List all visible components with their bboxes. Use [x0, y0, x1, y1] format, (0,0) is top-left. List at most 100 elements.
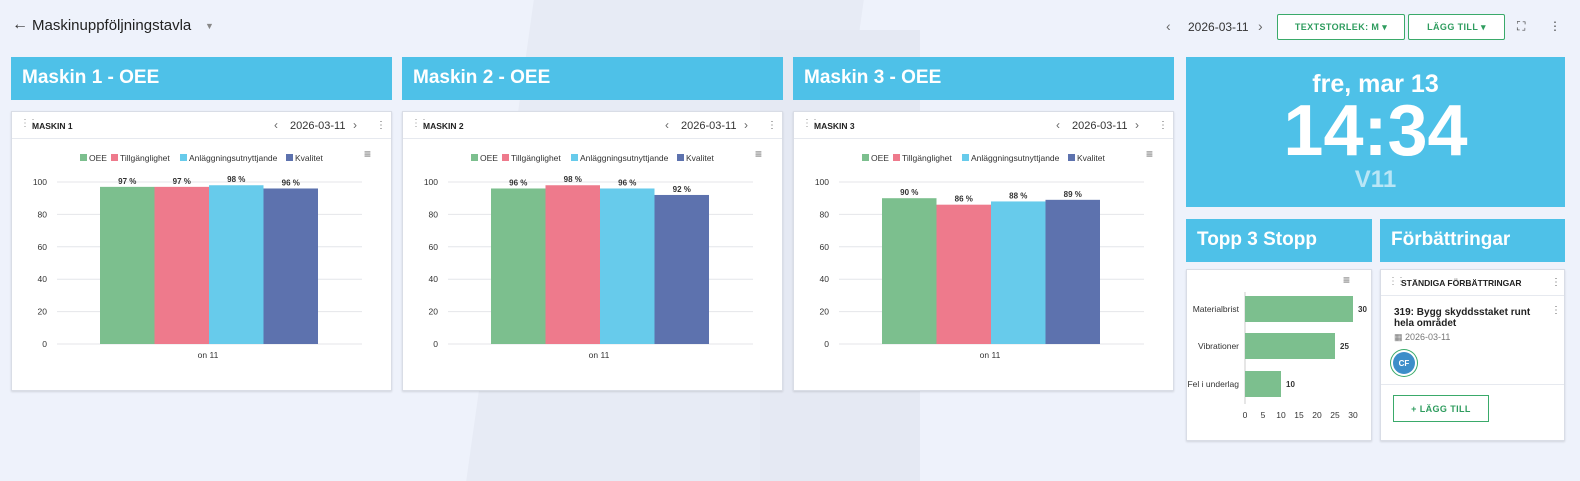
- bar-value-label: 96 %: [618, 178, 636, 187]
- drag-handle-icon[interactable]: ⋮⋮: [20, 118, 38, 129]
- legend-swatch: [502, 154, 509, 161]
- y-tick-label: 20: [820, 307, 830, 317]
- bar-value-label: 90 %: [900, 188, 918, 197]
- x-tick-label: 20: [1312, 410, 1322, 420]
- calendar-icon: ▦: [1394, 332, 1403, 342]
- legend-swatch: [893, 154, 900, 161]
- improvement-item-date: ▦ 2026-03-11: [1394, 332, 1451, 342]
- legend-label: Kvalitet: [295, 153, 324, 163]
- y-tick-label: 80: [820, 209, 830, 219]
- prev-date-button[interactable]: ‹: [1166, 18, 1171, 34]
- page-title: Maskinuppföljningstavla: [32, 17, 192, 34]
- card-menu-icon[interactable]: ⋮: [1551, 277, 1561, 288]
- add-improvement-button[interactable]: + LÄGG TILL: [1393, 395, 1489, 422]
- prev-date-button[interactable]: ‹: [274, 118, 278, 132]
- next-date-button[interactable]: ›: [1135, 118, 1139, 132]
- legend-label: Anläggningsutnyttjande: [580, 153, 669, 163]
- legend-label: OEE: [89, 153, 107, 163]
- bar-value-label: 97 %: [118, 177, 136, 186]
- y-tick-label: 100: [815, 177, 829, 187]
- y-category-label: Fel i underlag: [1187, 379, 1239, 389]
- legend-label: Kvalitet: [686, 153, 715, 163]
- x-tick-label: 30: [1348, 410, 1358, 420]
- item-menu-icon[interactable]: ⋮: [1551, 305, 1561, 316]
- improvements-header: Förbättringar: [1380, 219, 1565, 262]
- x-tick-label: 15: [1294, 410, 1304, 420]
- clock-time: 14:34: [1283, 91, 1468, 171]
- clock-day: fre, mar 13: [1312, 70, 1439, 98]
- bar: [991, 201, 1046, 344]
- y-category-label: Materialbrist: [1193, 304, 1240, 314]
- more-options-icon[interactable]: ⋮: [1549, 19, 1561, 33]
- y-tick-label: 80: [38, 209, 48, 219]
- card-title: MASKIN 1: [32, 121, 73, 131]
- bar-value-label: 89 %: [1064, 190, 1082, 199]
- bar: [936, 204, 991, 344]
- legend-swatch: [862, 154, 869, 161]
- legend-swatch: [1068, 154, 1075, 161]
- legend-label: OEE: [480, 153, 498, 163]
- legend-swatch: [80, 154, 87, 161]
- fullscreen-icon[interactable]: ⛶: [1517, 19, 1526, 33]
- y-tick-label: 20: [38, 307, 48, 317]
- next-date-button[interactable]: ›: [1258, 18, 1263, 34]
- bar: [1245, 296, 1353, 322]
- bar-value-label: 30: [1358, 305, 1367, 314]
- bar-value-label: 92 %: [673, 185, 691, 194]
- x-tick-label: 0: [1243, 410, 1248, 420]
- legend-swatch: [471, 154, 478, 161]
- y-tick-label: 100: [424, 177, 438, 187]
- oee-bar-chart: ≡ OEE Tillgänglighet Anläggningsutnyttjande…: [33, 147, 371, 360]
- legend-label: Anläggningsutnyttjande: [971, 153, 1060, 163]
- bar: [545, 185, 600, 344]
- bar: [1045, 199, 1100, 344]
- textsize-button[interactable]: TEXTSTORLEK: M ▾: [1277, 14, 1405, 40]
- card-date: 2026-03-11: [1072, 120, 1128, 132]
- card-menu-icon[interactable]: ⋮: [767, 120, 777, 131]
- oee-bar-chart: ≡ OEE Tillgänglighet Anläggningsutnyttjande…: [424, 147, 762, 360]
- card-menu-icon[interactable]: ⋮: [1158, 120, 1168, 131]
- drag-handle-icon[interactable]: ⋮⋮: [1388, 276, 1406, 287]
- next-date-button[interactable]: ›: [744, 118, 748, 132]
- x-tick-label: 5: [1261, 410, 1266, 420]
- y-tick-label: 60: [820, 242, 830, 252]
- machine-3-card: ⋮⋮ MASKIN 3 ‹ 2026-03-11 › ⋮ ≡ OEE Tillgän…: [793, 111, 1174, 391]
- machine-3-header: Maskin 3 - OEE: [793, 57, 1174, 100]
- prev-date-button[interactable]: ‹: [1056, 118, 1060, 132]
- top-bar: ← Maskinuppföljningstavla ▼ ‹ 2026-03-11…: [0, 0, 1580, 54]
- legend-swatch: [286, 154, 293, 161]
- x-tick-label: on 11: [980, 350, 1001, 360]
- next-date-button[interactable]: ›: [353, 118, 357, 132]
- card-menu-icon[interactable]: ⋮: [376, 120, 386, 131]
- avatar[interactable]: CF: [1393, 352, 1415, 374]
- y-tick-label: 80: [429, 209, 439, 219]
- back-arrow-icon[interactable]: ←: [12, 16, 28, 33]
- legend-label: Kvalitet: [1077, 153, 1106, 163]
- y-tick-label: 60: [429, 242, 439, 252]
- machine-2-card: ⋮⋮ MASKIN 2 ‹ 2026-03-11 › ⋮ ≡ OEE Tillgän…: [402, 111, 783, 391]
- y-tick-label: 0: [824, 339, 829, 349]
- y-tick-label: 40: [429, 274, 439, 284]
- chevron-down-icon[interactable]: ▼: [205, 21, 214, 31]
- card-date: 2026-03-11: [681, 120, 737, 132]
- bar: [1245, 333, 1335, 359]
- stops-bar-chart: ≡ Materialbrist 30 Vibrationer 25 Fel i under…: [1187, 273, 1367, 420]
- legend-label: OEE: [871, 153, 889, 163]
- bar-value-label: 25: [1340, 342, 1349, 351]
- machine-1-card: ⋮⋮ MASKIN 1 ‹ 2026-03-11 › ⋮ ≡ OEE Tillgän…: [11, 111, 392, 391]
- add-button[interactable]: LÄGG TILL ▾: [1408, 14, 1505, 40]
- chart-menu-icon: ≡: [1146, 147, 1153, 161]
- clock-panel: fre, mar 13 14:34 V11: [1186, 57, 1565, 207]
- drag-handle-icon[interactable]: ⋮⋮: [411, 118, 429, 129]
- drag-handle-icon[interactable]: ⋮⋮: [802, 118, 820, 129]
- machine-2-header: Maskin 2 - OEE: [402, 57, 783, 100]
- prev-date-button[interactable]: ‹: [665, 118, 669, 132]
- bar-value-label: 86 %: [955, 195, 973, 204]
- week-number: V11: [1354, 166, 1397, 193]
- bar-value-label: 88 %: [1009, 191, 1027, 200]
- y-tick-label: 40: [38, 274, 48, 284]
- improvement-item-title[interactable]: 319: Bygg skyddsstaket runt hela området: [1394, 307, 1531, 329]
- bar: [263, 188, 318, 344]
- oee-bar-chart: ≡ OEE Tillgänglighet Anläggningsutnyttjande…: [815, 147, 1153, 360]
- bar-value-label: 98 %: [227, 175, 245, 184]
